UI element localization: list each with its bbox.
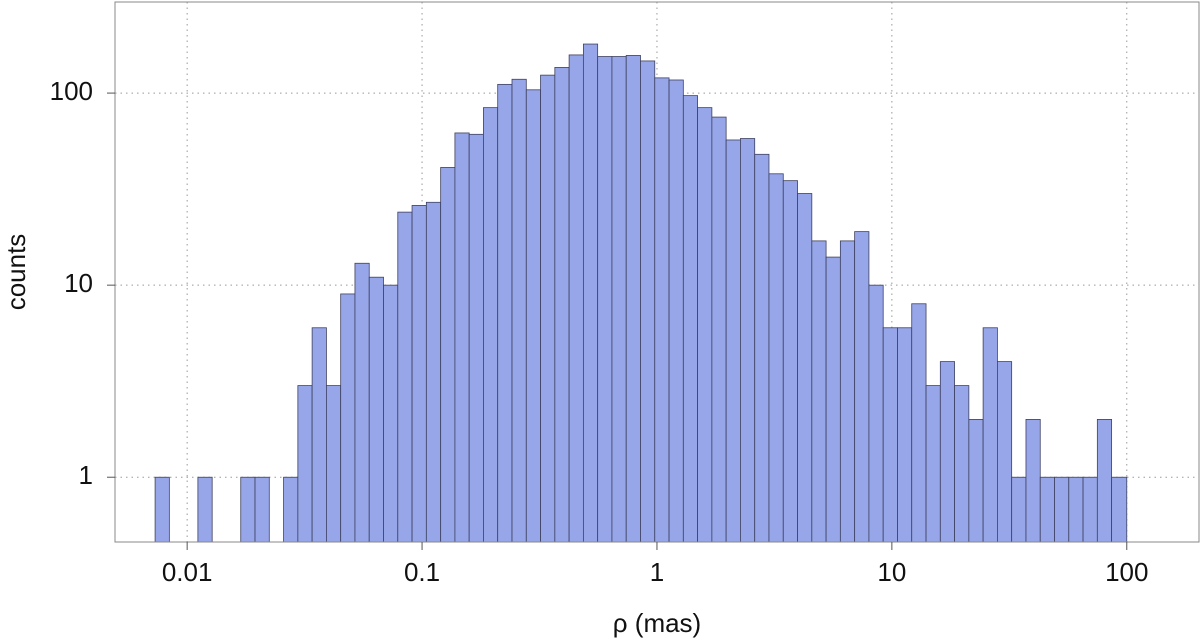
bar <box>825 256 841 543</box>
x-axis-label: ρ (mas) <box>613 608 701 638</box>
bar <box>397 211 413 543</box>
bar <box>483 107 499 543</box>
bar <box>425 201 442 543</box>
bar <box>497 83 513 543</box>
bar <box>1054 476 1070 543</box>
bar <box>939 361 955 543</box>
bar <box>540 74 556 543</box>
bar <box>782 180 798 543</box>
bar <box>511 78 527 543</box>
bar <box>554 67 570 543</box>
bar <box>725 139 741 543</box>
bar <box>383 284 399 543</box>
y-tick-label: 1 <box>79 460 93 490</box>
bar <box>611 56 627 543</box>
bar <box>997 361 1013 543</box>
bar <box>525 89 541 543</box>
bar <box>654 77 670 543</box>
x-tick-label: 1 <box>650 557 664 587</box>
bar <box>297 385 313 543</box>
bar <box>1011 476 1027 543</box>
bar <box>1039 476 1055 543</box>
bar <box>1068 476 1084 543</box>
bar <box>882 327 898 543</box>
bar <box>582 43 599 543</box>
bar <box>1111 476 1128 543</box>
x-tick-label: 10 <box>877 557 906 587</box>
x-tick-label: 100 <box>1105 557 1148 587</box>
bar <box>254 476 270 543</box>
bar <box>454 132 470 543</box>
bar <box>668 79 684 543</box>
y-tick-label: 100 <box>50 76 93 106</box>
bar <box>954 385 970 543</box>
bar <box>868 284 884 543</box>
bar <box>797 193 813 543</box>
bar <box>568 54 584 543</box>
bar <box>682 95 698 543</box>
bar <box>911 303 927 543</box>
x-tick-label: 0.1 <box>404 557 440 587</box>
bar <box>811 240 827 543</box>
bar <box>968 419 984 543</box>
bar <box>1082 476 1098 543</box>
bar <box>283 476 299 543</box>
bar <box>240 476 256 543</box>
bar <box>625 55 641 543</box>
bar <box>897 327 913 543</box>
bar <box>468 133 484 543</box>
bar <box>368 276 384 543</box>
bar <box>754 153 770 543</box>
bar <box>411 205 427 543</box>
bar <box>197 476 213 543</box>
bar <box>311 327 327 543</box>
bar <box>740 138 756 543</box>
bar <box>326 385 342 543</box>
y-tick-label: 10 <box>64 268 93 298</box>
bar <box>1025 419 1041 543</box>
x-tick-label: 0.01 <box>162 557 213 587</box>
bar <box>440 167 456 543</box>
bar <box>640 60 656 543</box>
bar <box>854 231 870 543</box>
y-axis-label: counts <box>1 234 31 311</box>
bar <box>982 327 998 543</box>
bar <box>768 173 784 543</box>
bar <box>711 116 727 543</box>
bar <box>597 56 613 543</box>
bar <box>697 107 713 543</box>
bar <box>1096 419 1113 543</box>
bar <box>154 476 170 543</box>
bar <box>340 293 356 543</box>
bar <box>354 262 370 543</box>
bar <box>839 240 856 543</box>
bar <box>925 385 941 543</box>
